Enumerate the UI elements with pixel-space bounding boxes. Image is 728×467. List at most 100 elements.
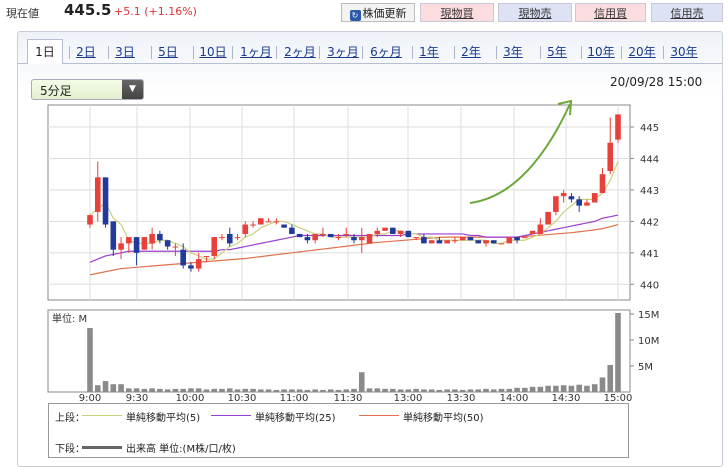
refresh-price-button[interactable]: ↻ 株価更新 xyxy=(341,3,415,22)
tab-1[interactable]: 2日 xyxy=(76,45,96,59)
volume-bar xyxy=(110,384,117,392)
candle-body xyxy=(335,237,342,239)
interval-select[interactable]: 5分足 ▼ xyxy=(31,79,144,100)
volume-bar xyxy=(335,389,342,392)
volume-bar xyxy=(289,389,295,392)
candle-body xyxy=(149,233,155,244)
candle-body xyxy=(514,237,520,241)
volume-bar xyxy=(281,389,287,392)
chart-datetime: 20/09/28 15:00 xyxy=(610,75,703,89)
volume-bar xyxy=(195,388,202,392)
candle-body xyxy=(242,224,249,234)
tab-15[interactable]: 30年 xyxy=(670,45,698,59)
tab-separator xyxy=(193,46,194,59)
volume-bar xyxy=(529,386,536,392)
x-tick-label: 11:00 xyxy=(280,393,309,404)
tab-9[interactable]: 1年 xyxy=(419,45,439,59)
volume-bar xyxy=(102,381,109,392)
candle-body xyxy=(537,224,544,234)
x-tick-label: 13:30 xyxy=(447,393,476,404)
interval-selected: 5分足 xyxy=(40,84,72,98)
candle-body xyxy=(490,240,497,244)
candle-body xyxy=(133,237,140,253)
candle-body xyxy=(118,243,124,250)
candle-body xyxy=(203,255,210,257)
candle-body xyxy=(428,240,435,244)
volume-bar xyxy=(133,388,140,392)
volume-bar xyxy=(312,389,318,392)
volume-bar xyxy=(490,389,497,392)
tab-5[interactable]: 1ヶ月 xyxy=(240,45,272,59)
volume-bar xyxy=(304,389,311,392)
sell-cash-button[interactable]: 現物売 xyxy=(498,3,572,22)
volume-bar xyxy=(211,388,218,392)
tab-2[interactable]: 3日 xyxy=(115,45,135,59)
tab-12[interactable]: 5年 xyxy=(547,45,567,59)
volume-bar xyxy=(149,388,155,392)
candle-body xyxy=(265,221,272,223)
candle-body xyxy=(312,233,318,241)
tab-13[interactable]: 10年 xyxy=(587,45,615,59)
x-tick-label: 10:00 xyxy=(176,393,205,404)
candle-body xyxy=(219,237,225,239)
volume-bar xyxy=(265,389,272,392)
volume-bar xyxy=(522,387,528,392)
volume-bar xyxy=(242,388,249,392)
y-tick-label: 440 xyxy=(640,280,659,291)
candle-body xyxy=(522,237,528,239)
legend-sma5-line xyxy=(82,415,122,416)
price-change: +5.1 (+1.16%) xyxy=(114,5,197,18)
x-tick-label: 15:00 xyxy=(604,393,633,404)
sma50-line xyxy=(89,223,619,276)
tab-separator xyxy=(319,46,320,59)
volume-bar xyxy=(164,389,171,392)
tab-11[interactable]: 3年 xyxy=(503,45,523,59)
candle-body xyxy=(568,196,575,200)
sell-margin-button[interactable]: 信用売 xyxy=(651,3,723,22)
tab-separator xyxy=(151,46,152,59)
candle-body xyxy=(157,233,163,241)
refresh-label: 株価更新 xyxy=(362,7,407,20)
volume-bar xyxy=(382,388,388,392)
volume-bar xyxy=(405,389,412,392)
volume-bar xyxy=(141,388,148,392)
candle-body xyxy=(553,196,559,212)
candle-body xyxy=(110,221,117,250)
candle-body xyxy=(452,240,458,242)
volume-bar xyxy=(172,388,179,392)
tab-10[interactable]: 2年 xyxy=(461,45,481,59)
x-tick-label: 9:30 xyxy=(126,393,148,404)
x-tick-label: 13:00 xyxy=(394,393,423,404)
volume-bar xyxy=(483,388,489,392)
tab-0[interactable]: 1日 xyxy=(27,39,63,64)
tab-4[interactable]: 10日 xyxy=(199,45,227,59)
volume-bar xyxy=(413,388,419,392)
volume-bar xyxy=(234,389,241,392)
candle-body xyxy=(560,193,567,197)
buy-cash-button[interactable]: 現物買 xyxy=(420,3,494,22)
volume-bar xyxy=(452,389,458,392)
candle-body xyxy=(304,237,311,241)
tab-3[interactable]: 5日 xyxy=(158,45,178,59)
candle-body xyxy=(483,240,489,244)
volume-bar xyxy=(250,388,256,392)
candle-body xyxy=(250,224,256,226)
y-tick-label: 443 xyxy=(640,186,659,197)
tab-8[interactable]: 6ヶ月 xyxy=(370,45,402,59)
volume-bar xyxy=(273,389,280,392)
volume-bar xyxy=(607,364,614,392)
legend-sma25: 単純移動平均(25) xyxy=(255,413,336,424)
x-tick-label: 14:30 xyxy=(552,393,581,404)
tab-7[interactable]: 3ヶ月 xyxy=(327,45,359,59)
volume-bar xyxy=(296,389,303,392)
tab-6[interactable]: 2ヶ月 xyxy=(284,45,316,59)
current-price-label: 現在値 xyxy=(6,7,39,20)
tab-14[interactable]: 20年 xyxy=(628,45,656,59)
candle-body xyxy=(529,230,536,234)
volume-bar xyxy=(258,389,264,392)
candle-body xyxy=(413,237,419,239)
volume-plot-area xyxy=(47,309,631,393)
buy-margin-button[interactable]: 信用買 xyxy=(575,3,646,22)
candle-body xyxy=(591,193,598,203)
